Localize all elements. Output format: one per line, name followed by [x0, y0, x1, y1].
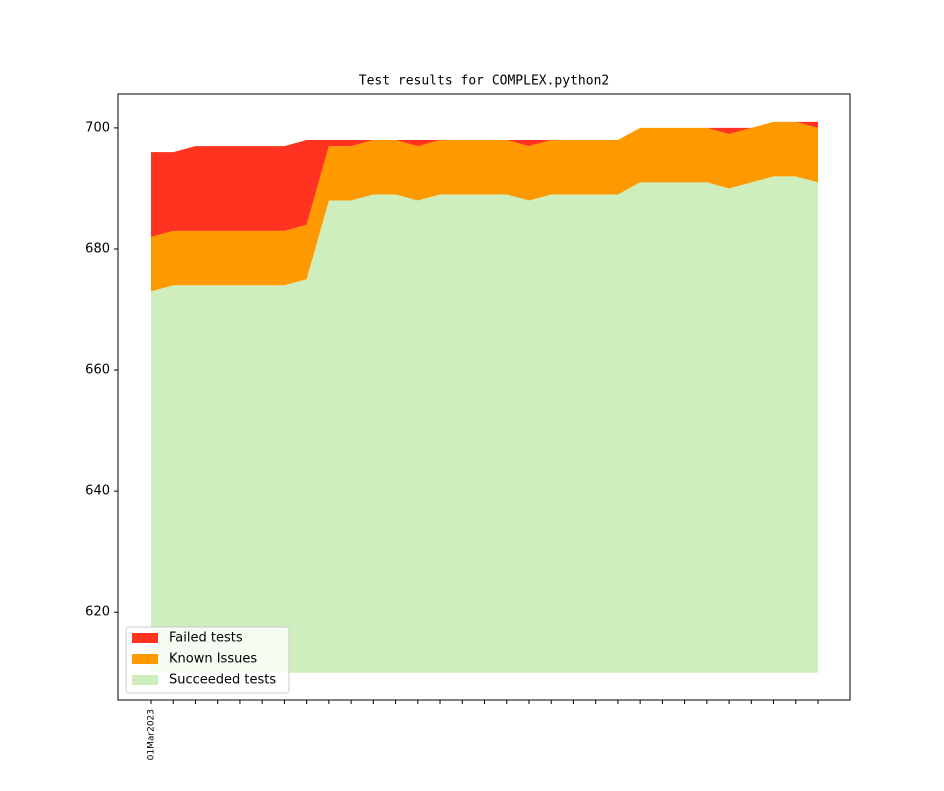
area	[151, 176, 818, 673]
area	[151, 121, 818, 237]
legend-label: Known Issues	[169, 652, 257, 667]
areas	[151, 121, 818, 673]
y-tick-label: 660	[85, 363, 110, 378]
area	[151, 121, 818, 292]
legend-swatch	[132, 675, 158, 685]
y-tick-label: 620	[85, 605, 110, 620]
y-tick-label: 640	[85, 484, 110, 499]
x-tick-label: 01Mar2023	[147, 709, 157, 760]
legend-label: Failed tests	[169, 631, 243, 646]
legend-swatch	[132, 633, 158, 643]
legend-label: Succeeded tests	[169, 673, 276, 688]
y-tick-label: 700	[85, 120, 110, 135]
legend-swatch	[132, 654, 158, 664]
y-tick-label: 680	[85, 241, 110, 256]
legend-box	[125, 626, 290, 694]
chart-title: Test results for COMPLEX.python2	[359, 74, 609, 89]
